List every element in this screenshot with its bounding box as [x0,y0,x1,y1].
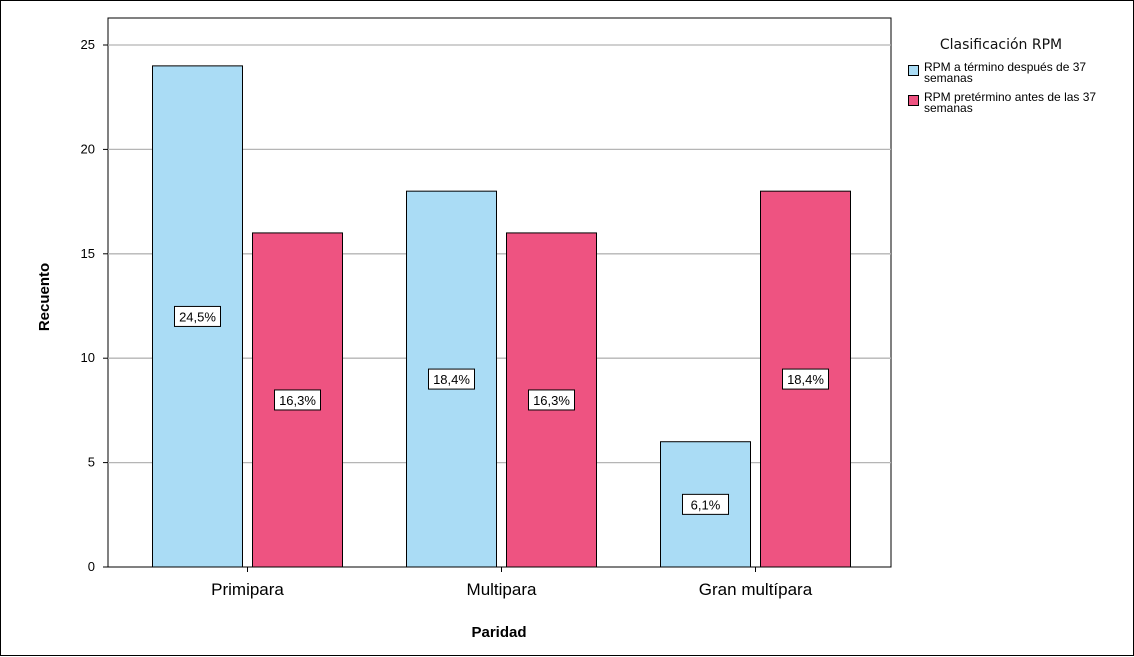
data-label-0-0: 24,5% [179,309,216,324]
y-tick-label-20: 20 [81,141,95,156]
y-tick-label-10: 10 [81,350,95,365]
data-label-1-0: 18,4% [433,372,470,387]
legend-label-termino: RPM a término después de 37 semanas [924,60,1087,85]
data-label-2-0: 6,1% [691,497,721,512]
y-tick-label-25: 25 [81,37,95,52]
data-label-box-2-1 [782,368,829,390]
y-axis-label: Recuento [36,263,53,331]
x-tick-label-2: Gran multípara [699,580,813,599]
legend-item-pretermino: RPM pretérmino antes de las 37 semanas [906,90,1134,115]
legend-title: Clasificación RPM [939,37,1063,53]
legend-swatch-pretermino [908,95,919,106]
bars: 24,5% 16,3% 18,4% 16,3% 6,1% 18,4% [152,65,851,568]
x-axis-ticks: Primipara Multipara Gran multípara [211,567,813,599]
data-label-box-0-0 [174,305,221,327]
x-tick-label-0: Primipara [211,580,284,599]
x-tick-label-1: Multipara [467,580,537,599]
y-axis-ticks: 0 5 10 15 20 25 [81,37,108,574]
legend-label-pretermino: RPM pretérmino antes de las 37 semanas [924,90,1097,115]
data-label-0-1: 16,3% [279,393,316,408]
x-axis-label: Paridad [471,624,526,641]
data-label-1-1: 16,3% [533,393,570,408]
y-tick-label-0: 0 [88,559,95,574]
data-label-box-0-1 [274,389,321,411]
y-tick-label-5: 5 [88,455,95,470]
legend-swatch-termino [908,65,919,76]
legend-item-termino: RPM a término después de 37 semanas [906,60,1134,85]
legend: Clasificación RPM RPM a término después … [906,37,1134,122]
data-label-box-2-0 [682,493,729,515]
data-label-2-1: 18,4% [787,372,824,387]
data-label-box-1-0 [428,368,475,390]
data-label-box-1-1 [528,389,575,411]
y-tick-label-15: 15 [81,246,95,261]
